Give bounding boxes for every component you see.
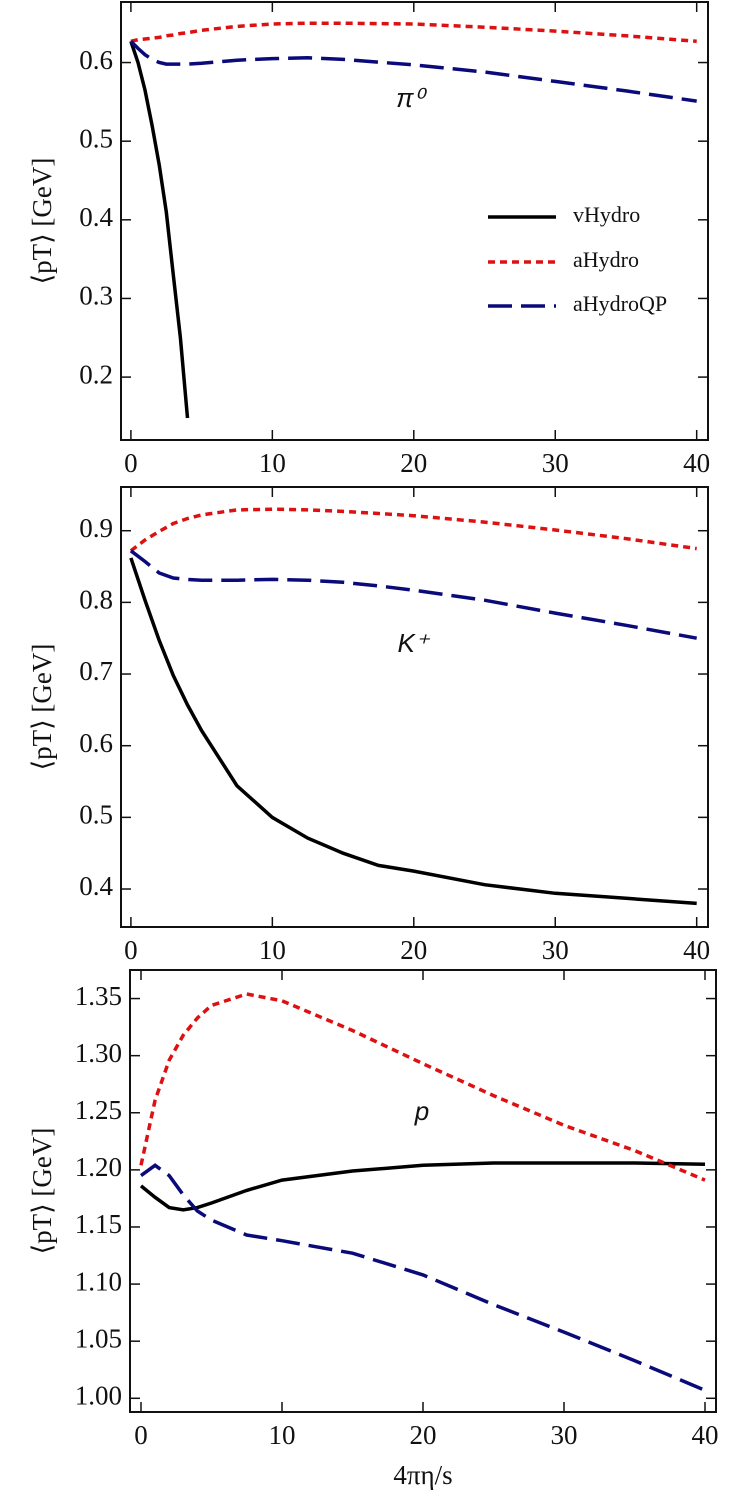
y-axis-label: ⟨pT⟩ [GeV] xyxy=(27,644,57,771)
annotation: p xyxy=(414,1096,429,1126)
x-tick-label: 30 xyxy=(542,448,569,478)
x-tick-label: 40 xyxy=(683,935,710,965)
annotation: K⁺ xyxy=(397,628,430,658)
plot-frame xyxy=(129,969,717,1413)
series-line xyxy=(139,992,706,1182)
legend-label: aHydroQP xyxy=(573,291,667,316)
y-tick-label: 1.20 xyxy=(75,1152,122,1182)
y-tick-label: 1.15 xyxy=(75,1209,122,1239)
x-tick-label: 40 xyxy=(692,1420,719,1450)
x-tick-label: 20 xyxy=(400,935,427,965)
y-tick-label: 0.2 xyxy=(79,359,113,389)
y-tick-label: 1.05 xyxy=(75,1323,122,1353)
y-tick-label: 0.4 xyxy=(79,202,113,232)
x-tick-label: 10 xyxy=(268,1420,295,1450)
x-tick-label: 30 xyxy=(551,1420,578,1450)
y-tick-label: 0.8 xyxy=(79,585,113,615)
x-tick-label: 10 xyxy=(259,448,286,478)
series-line xyxy=(129,40,697,103)
x-axis-label: 4πη/s xyxy=(393,1460,452,1490)
series-line xyxy=(129,507,697,553)
y-tick-label: 1.25 xyxy=(75,1095,122,1125)
y-tick-label: 0.6 xyxy=(79,45,113,75)
series-line xyxy=(129,557,697,906)
y-axis-label: ⟨pT⟩ [GeV] xyxy=(27,158,57,285)
y-tick-label: 1.10 xyxy=(75,1266,122,1296)
y-tick-label: 1.35 xyxy=(75,981,122,1011)
series-line xyxy=(139,1163,706,1392)
legend-label: vHydro xyxy=(573,202,640,227)
series-line xyxy=(129,40,190,419)
x-tick-label: 0 xyxy=(124,935,138,965)
y-tick-label: 0.5 xyxy=(79,123,113,153)
x-tick-label: 20 xyxy=(410,1420,437,1450)
y-tick-label: 0.9 xyxy=(79,513,113,543)
annotation: π⁰ xyxy=(396,83,427,113)
plot-frame xyxy=(120,486,709,928)
x-tick-label: 30 xyxy=(542,935,569,965)
y-tick-label: 1.00 xyxy=(75,1380,122,1410)
series-line xyxy=(130,21,697,44)
x-tick-label: 0 xyxy=(124,448,138,478)
x-tick-label: 20 xyxy=(400,448,427,478)
legend-label: aHydro xyxy=(573,247,639,272)
series-line xyxy=(139,1161,706,1212)
series-line xyxy=(129,549,698,640)
y-tick-label: 0.4 xyxy=(79,871,113,901)
y-tick-label: 0.7 xyxy=(79,656,113,686)
y-tick-label: 0.6 xyxy=(79,728,113,758)
y-tick-label: 0.3 xyxy=(79,281,113,311)
y-tick-label: 1.30 xyxy=(75,1038,122,1068)
x-tick-label: 10 xyxy=(259,935,286,965)
y-tick-label: 0.5 xyxy=(79,800,113,830)
x-tick-label: 40 xyxy=(683,448,710,478)
x-tick-label: 0 xyxy=(134,1420,148,1450)
y-axis-label: ⟨pT⟩ [GeV] xyxy=(27,1128,57,1255)
